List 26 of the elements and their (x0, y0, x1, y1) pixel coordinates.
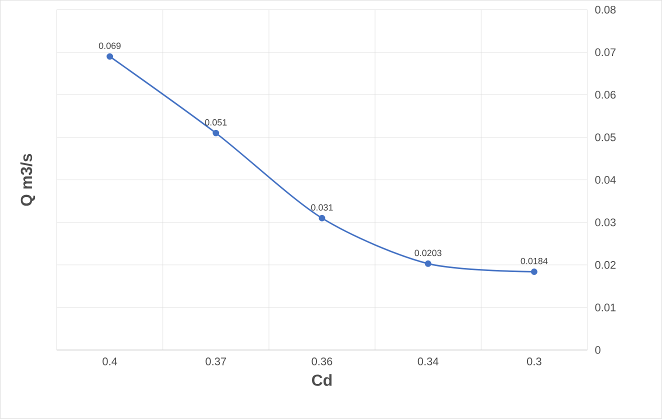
y-tick-label: 0.02 (595, 261, 616, 269)
data-label: 0.031 (311, 204, 333, 211)
point (530, 268, 538, 276)
point (318, 215, 326, 222)
y-tick-label: 0.08 (595, 6, 616, 14)
y-tick-label: 0.03 (595, 218, 616, 226)
data-label: 0.0184 (520, 258, 548, 264)
y-tick-label: 0.05 (595, 134, 616, 142)
x-axis-title: Cd (312, 374, 332, 386)
x-tick-label: 0.3 (526, 358, 542, 366)
point (106, 53, 114, 60)
data-label: 0.0203 (414, 250, 442, 256)
y-tick-label: 0.06 (595, 91, 616, 99)
y-tick-label: 0 (595, 346, 600, 354)
y-tick-label: 0.01 (595, 304, 616, 312)
point (424, 260, 432, 268)
point (212, 130, 220, 136)
y-axis-title: Q m3/s (20, 154, 36, 206)
x-tick-label: 0.37 (206, 358, 226, 366)
x-tick-label: 0.4 (102, 358, 118, 366)
y-tick-label: 0.07 (595, 48, 616, 56)
data-label: 0.051 (205, 119, 227, 126)
x-tick-label: 0.36 (312, 358, 332, 366)
y-tick-label: 0.04 (595, 176, 616, 184)
data-label: 0.069 (98, 42, 121, 50)
x-tick-label: 0.34 (418, 358, 438, 366)
